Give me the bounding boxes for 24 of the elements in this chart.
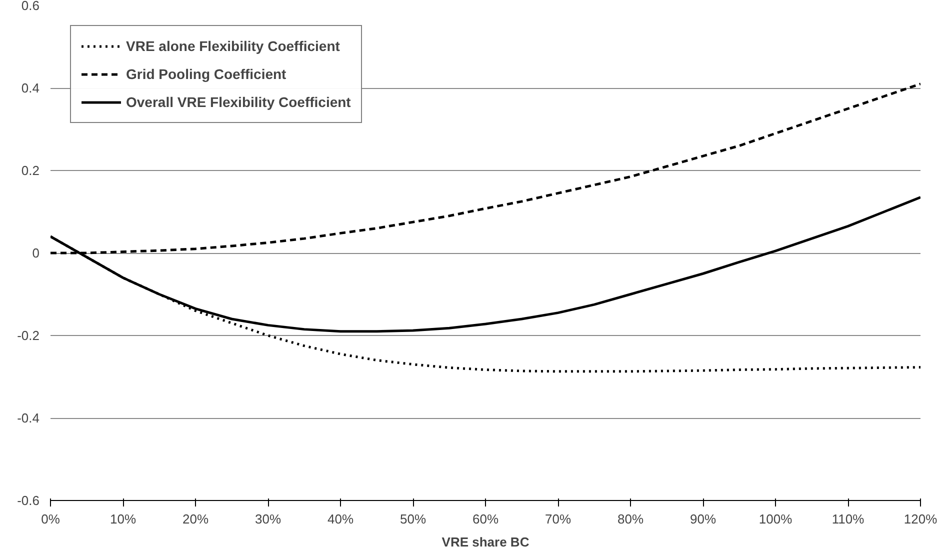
x-tick-label: 30% bbox=[254, 512, 282, 526]
x-tick-label: 40% bbox=[327, 512, 354, 526]
y-tick-label: -0.4 bbox=[17, 410, 40, 426]
y-tick-label: 0.4 bbox=[21, 80, 40, 96]
y-tick-label: -0.6 bbox=[17, 493, 40, 508]
legend-label: Overall VRE Flexibility Coefficient bbox=[126, 94, 351, 110]
x-tick-label: 120% bbox=[904, 512, 938, 526]
x-tick-label: 90% bbox=[690, 512, 716, 526]
x-tick-label: 60% bbox=[472, 512, 499, 526]
y-tick-label: 0 bbox=[32, 246, 40, 260]
x-tick-label: 20% bbox=[182, 512, 209, 526]
x-tick-label: 70% bbox=[544, 512, 572, 526]
y-tick-label: 0.6 bbox=[21, 0, 40, 13]
x-tick-label: 0% bbox=[41, 512, 60, 526]
legend-label: Grid Pooling Coefficient bbox=[126, 66, 286, 82]
y-tick-label: -0.2 bbox=[17, 328, 40, 343]
x-tick-label: 10% bbox=[110, 512, 136, 526]
x-tick-label: 80% bbox=[617, 512, 644, 526]
x-axis-title: VRE share BC bbox=[442, 534, 530, 550]
x-tick-label: 100% bbox=[758, 512, 793, 526]
legend-label: VRE alone Flexibility Coefficient bbox=[126, 38, 340, 54]
x-tick-label: 50% bbox=[400, 512, 426, 526]
x-tick-label: 110% bbox=[832, 512, 865, 526]
y-tick-label: 0.2 bbox=[21, 163, 40, 178]
